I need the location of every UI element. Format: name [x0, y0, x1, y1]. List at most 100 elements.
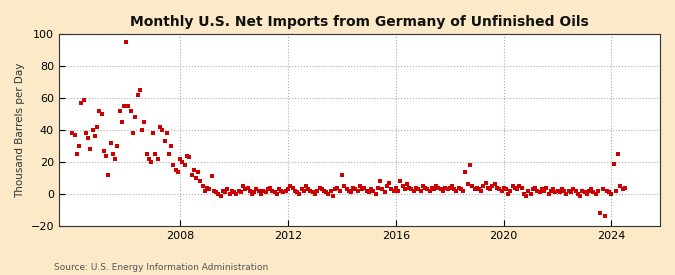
Point: [530, 185, 541, 190]
Point: [373, 185, 383, 190]
Point: [512, 187, 522, 191]
Point: [170, 168, 181, 172]
Point: [370, 192, 381, 196]
Point: [292, 190, 302, 195]
Point: [128, 131, 138, 136]
Point: [532, 189, 543, 193]
Point: [518, 192, 529, 196]
Point: [87, 128, 98, 132]
Point: [435, 187, 446, 191]
Point: [608, 161, 619, 166]
Point: [460, 169, 470, 174]
Point: [572, 192, 583, 196]
Point: [473, 187, 484, 191]
Point: [276, 189, 287, 193]
Point: [618, 187, 628, 191]
Point: [269, 190, 280, 195]
Point: [599, 214, 610, 219]
Point: [332, 185, 343, 190]
Point: [503, 192, 514, 196]
Point: [155, 125, 165, 129]
Point: [487, 184, 497, 188]
Point: [476, 189, 487, 193]
Point: [188, 168, 199, 172]
Point: [278, 190, 289, 195]
Point: [220, 190, 231, 195]
Point: [263, 187, 273, 191]
Point: [184, 155, 194, 160]
Point: [402, 182, 412, 186]
Point: [312, 189, 323, 193]
Point: [175, 157, 186, 161]
Point: [469, 187, 480, 191]
Point: [361, 189, 372, 193]
Point: [240, 187, 251, 191]
Point: [537, 187, 547, 191]
Point: [296, 187, 307, 191]
Point: [69, 133, 80, 137]
Point: [570, 189, 581, 193]
Point: [359, 185, 370, 190]
Point: [424, 189, 435, 193]
Point: [227, 189, 238, 193]
Point: [478, 184, 489, 188]
Point: [195, 179, 206, 183]
Point: [520, 193, 531, 198]
Point: [321, 190, 331, 195]
Point: [350, 187, 361, 191]
Point: [388, 189, 399, 193]
Point: [568, 187, 578, 191]
Point: [431, 184, 441, 188]
Point: [298, 189, 309, 193]
Point: [581, 192, 592, 196]
Point: [78, 98, 89, 102]
Point: [547, 187, 558, 191]
Point: [130, 115, 140, 120]
Point: [327, 193, 338, 198]
Point: [256, 192, 267, 196]
Point: [527, 187, 538, 191]
Point: [406, 187, 417, 191]
Point: [381, 184, 392, 188]
Point: [80, 131, 91, 136]
Point: [525, 192, 536, 196]
Point: [410, 185, 421, 190]
Point: [207, 174, 217, 178]
Point: [271, 192, 282, 196]
Point: [397, 184, 408, 188]
Point: [480, 181, 491, 185]
Point: [404, 185, 414, 190]
Point: [303, 187, 314, 191]
Point: [213, 192, 224, 196]
Point: [281, 189, 292, 193]
Point: [307, 190, 318, 195]
Point: [193, 169, 204, 174]
Point: [420, 185, 431, 190]
Point: [89, 134, 100, 139]
Point: [550, 190, 561, 195]
Point: [413, 187, 424, 191]
Point: [539, 189, 549, 193]
Point: [516, 185, 527, 190]
Point: [274, 187, 285, 191]
Point: [150, 152, 161, 156]
Point: [593, 189, 603, 193]
Point: [222, 187, 233, 191]
Point: [466, 184, 477, 188]
Point: [366, 187, 377, 191]
Point: [364, 190, 375, 195]
Point: [588, 190, 599, 195]
Point: [390, 185, 401, 190]
Point: [383, 181, 394, 185]
Point: [498, 185, 509, 190]
Point: [251, 187, 262, 191]
Point: [595, 211, 605, 215]
Point: [444, 185, 455, 190]
Point: [153, 157, 163, 161]
Point: [139, 120, 150, 124]
Point: [346, 190, 356, 195]
Point: [317, 187, 327, 191]
Point: [442, 187, 453, 191]
Point: [258, 189, 269, 193]
Point: [132, 93, 143, 97]
